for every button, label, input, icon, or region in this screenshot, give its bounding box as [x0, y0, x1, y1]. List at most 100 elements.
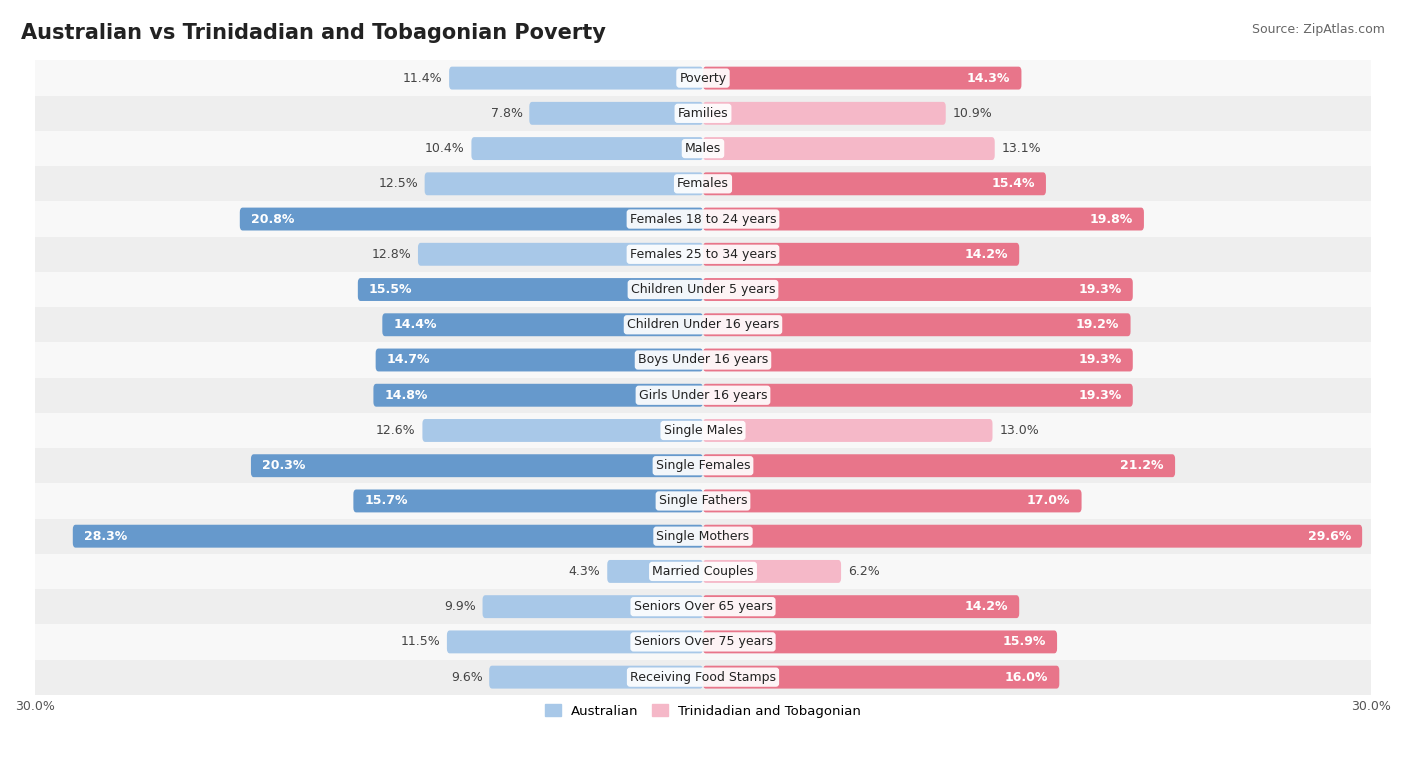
- FancyBboxPatch shape: [703, 666, 1059, 688]
- Text: 20.8%: 20.8%: [250, 212, 294, 226]
- FancyBboxPatch shape: [35, 307, 1371, 343]
- Text: Boys Under 16 years: Boys Under 16 years: [638, 353, 768, 367]
- Text: Poverty: Poverty: [679, 71, 727, 85]
- Text: 10.9%: 10.9%: [952, 107, 993, 120]
- Text: Girls Under 16 years: Girls Under 16 years: [638, 389, 768, 402]
- FancyBboxPatch shape: [353, 490, 703, 512]
- Text: Married Couples: Married Couples: [652, 565, 754, 578]
- FancyBboxPatch shape: [425, 172, 703, 196]
- Text: 15.9%: 15.9%: [1002, 635, 1046, 648]
- FancyBboxPatch shape: [703, 102, 946, 125]
- FancyBboxPatch shape: [250, 454, 703, 478]
- FancyBboxPatch shape: [529, 102, 703, 125]
- Text: 13.1%: 13.1%: [1001, 142, 1040, 155]
- FancyBboxPatch shape: [35, 96, 1371, 131]
- Text: 11.4%: 11.4%: [404, 71, 443, 85]
- Text: 28.3%: 28.3%: [84, 530, 127, 543]
- FancyBboxPatch shape: [35, 61, 1371, 96]
- FancyBboxPatch shape: [447, 631, 703, 653]
- Text: 16.0%: 16.0%: [1005, 671, 1047, 684]
- FancyBboxPatch shape: [703, 349, 1133, 371]
- FancyBboxPatch shape: [703, 67, 1021, 89]
- Text: 14.2%: 14.2%: [965, 600, 1008, 613]
- FancyBboxPatch shape: [35, 518, 1371, 554]
- FancyBboxPatch shape: [35, 659, 1371, 695]
- FancyBboxPatch shape: [703, 525, 1362, 547]
- Text: 19.2%: 19.2%: [1076, 318, 1119, 331]
- Text: Children Under 5 years: Children Under 5 years: [631, 283, 775, 296]
- Text: 14.7%: 14.7%: [387, 353, 430, 367]
- FancyBboxPatch shape: [422, 419, 703, 442]
- FancyBboxPatch shape: [703, 419, 993, 442]
- FancyBboxPatch shape: [703, 595, 1019, 618]
- FancyBboxPatch shape: [73, 525, 703, 547]
- FancyBboxPatch shape: [35, 484, 1371, 518]
- FancyBboxPatch shape: [35, 554, 1371, 589]
- Text: 7.8%: 7.8%: [491, 107, 523, 120]
- Text: 29.6%: 29.6%: [1308, 530, 1351, 543]
- FancyBboxPatch shape: [35, 236, 1371, 272]
- FancyBboxPatch shape: [35, 166, 1371, 202]
- Text: 11.5%: 11.5%: [401, 635, 440, 648]
- FancyBboxPatch shape: [703, 278, 1133, 301]
- FancyBboxPatch shape: [703, 208, 1144, 230]
- Text: 14.3%: 14.3%: [967, 71, 1011, 85]
- Text: 15.7%: 15.7%: [364, 494, 408, 507]
- FancyBboxPatch shape: [703, 631, 1057, 653]
- FancyBboxPatch shape: [359, 278, 703, 301]
- FancyBboxPatch shape: [35, 625, 1371, 659]
- FancyBboxPatch shape: [374, 384, 703, 407]
- Text: 9.9%: 9.9%: [444, 600, 475, 613]
- FancyBboxPatch shape: [35, 202, 1371, 236]
- Text: 19.3%: 19.3%: [1078, 389, 1122, 402]
- Text: Males: Males: [685, 142, 721, 155]
- FancyBboxPatch shape: [703, 384, 1133, 407]
- Text: 12.8%: 12.8%: [371, 248, 412, 261]
- Text: Single Males: Single Males: [664, 424, 742, 437]
- Text: 14.8%: 14.8%: [385, 389, 427, 402]
- FancyBboxPatch shape: [35, 413, 1371, 448]
- FancyBboxPatch shape: [375, 349, 703, 371]
- FancyBboxPatch shape: [703, 243, 1019, 266]
- Text: 9.6%: 9.6%: [451, 671, 482, 684]
- Text: Seniors Over 65 years: Seniors Over 65 years: [634, 600, 772, 613]
- Text: Source: ZipAtlas.com: Source: ZipAtlas.com: [1251, 23, 1385, 36]
- FancyBboxPatch shape: [703, 137, 994, 160]
- FancyBboxPatch shape: [703, 313, 1130, 337]
- FancyBboxPatch shape: [449, 67, 703, 89]
- Text: 6.2%: 6.2%: [848, 565, 880, 578]
- Text: 17.0%: 17.0%: [1026, 494, 1070, 507]
- Text: 19.3%: 19.3%: [1078, 283, 1122, 296]
- Text: Receiving Food Stamps: Receiving Food Stamps: [630, 671, 776, 684]
- FancyBboxPatch shape: [703, 490, 1081, 512]
- FancyBboxPatch shape: [607, 560, 703, 583]
- Text: 15.5%: 15.5%: [368, 283, 412, 296]
- FancyBboxPatch shape: [35, 589, 1371, 625]
- FancyBboxPatch shape: [35, 377, 1371, 413]
- FancyBboxPatch shape: [240, 208, 703, 230]
- Text: 20.3%: 20.3%: [262, 459, 305, 472]
- Text: 15.4%: 15.4%: [991, 177, 1035, 190]
- Text: Single Mothers: Single Mothers: [657, 530, 749, 543]
- Text: Females 25 to 34 years: Females 25 to 34 years: [630, 248, 776, 261]
- Text: Single Females: Single Females: [655, 459, 751, 472]
- Text: Seniors Over 75 years: Seniors Over 75 years: [634, 635, 772, 648]
- Text: 12.5%: 12.5%: [378, 177, 418, 190]
- FancyBboxPatch shape: [703, 560, 841, 583]
- FancyBboxPatch shape: [471, 137, 703, 160]
- Text: Families: Families: [678, 107, 728, 120]
- Text: 21.2%: 21.2%: [1121, 459, 1164, 472]
- Text: 19.3%: 19.3%: [1078, 353, 1122, 367]
- Text: Australian vs Trinidadian and Tobagonian Poverty: Australian vs Trinidadian and Tobagonian…: [21, 23, 606, 42]
- Text: 13.0%: 13.0%: [1000, 424, 1039, 437]
- FancyBboxPatch shape: [382, 313, 703, 337]
- FancyBboxPatch shape: [35, 272, 1371, 307]
- Text: 12.6%: 12.6%: [377, 424, 416, 437]
- Text: 14.2%: 14.2%: [965, 248, 1008, 261]
- FancyBboxPatch shape: [489, 666, 703, 688]
- Legend: Australian, Trinidadian and Tobagonian: Australian, Trinidadian and Tobagonian: [540, 699, 866, 723]
- Text: Females 18 to 24 years: Females 18 to 24 years: [630, 212, 776, 226]
- FancyBboxPatch shape: [703, 454, 1175, 478]
- FancyBboxPatch shape: [482, 595, 703, 618]
- FancyBboxPatch shape: [418, 243, 703, 266]
